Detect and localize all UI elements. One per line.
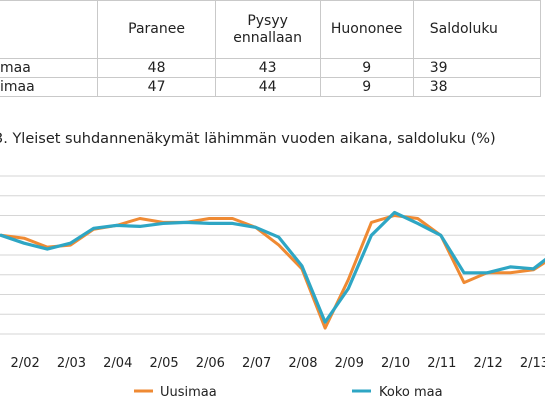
x-tick-label: 2/12 [474,356,503,371]
table-header-pysyy-ennallaan-text: Pysyy ennallaan [233,12,302,46]
x-tick-label: 2/11 [427,356,456,371]
results-table: Paranee Pysyy ennallaan Huononee Saldoluk… [0,0,542,97]
legend-label: Uusimaa [160,385,217,400]
cell-saldoluku: 38 [412,77,542,97]
x-tick-label: 2/03 [57,356,86,371]
table-header-row: Paranee Pysyy ennallaan Huononee Saldoluk… [0,0,542,59]
row-label: imaa [0,77,99,97]
x-tick-label: 2/10 [381,356,410,371]
table-header-label [0,0,99,59]
cell-huononee: 9 [319,77,414,97]
table-header-huononee: Huononee [319,0,414,59]
cell-paranee: 47 [97,77,216,97]
cell-pysyy-ennallaan: 44 [214,77,321,97]
x-tick-label: 2/13 [520,356,545,371]
series-line-koko-maa [0,210,545,324]
x-tick-label: 2/09 [335,356,364,371]
x-tick-label: 2/07 [242,356,271,371]
table-row: maa 48 43 9 39 [0,58,542,78]
x-tick-label: 2/06 [196,356,225,371]
x-tick-label: 2/02 [11,356,40,371]
chart-title: 3. Yleiset suhdannenäkymät lähimmän vuod… [0,131,496,147]
x-tick-label: 2/08 [288,356,317,371]
table-row: imaa 47 44 9 38 [0,77,542,97]
legend-label: Koko maa [379,385,443,400]
table-header-pysyy-ennallaan: Pysyy ennallaan [214,0,321,59]
table-header-paranee: Paranee [97,0,216,59]
x-tick-label: 2/05 [149,356,178,371]
x-tick-label: 2/04 [103,356,132,371]
